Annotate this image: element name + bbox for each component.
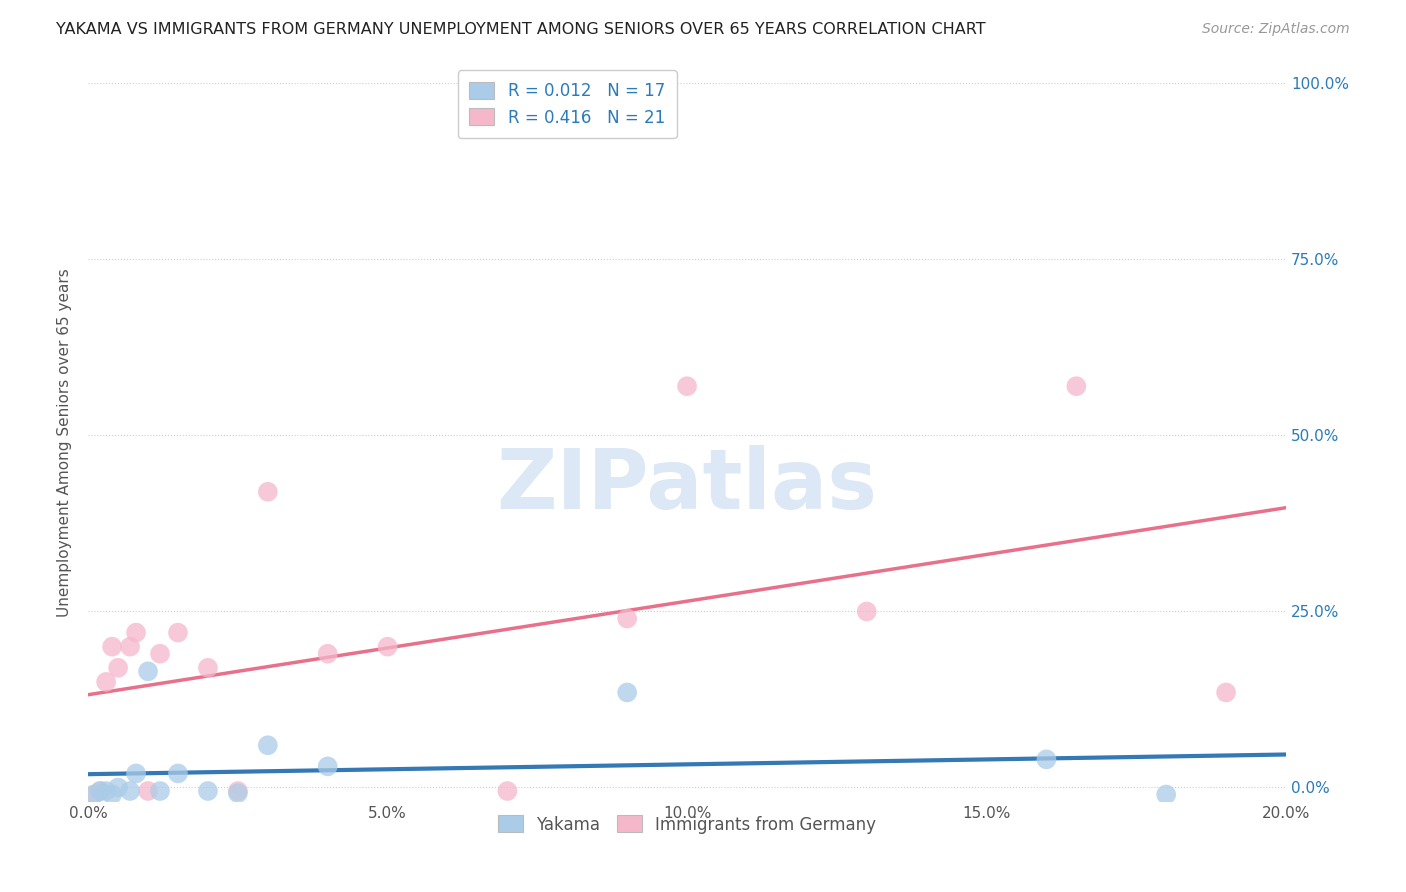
Point [1035,752,1057,766]
Point [120,640,142,654]
Point [1215,685,1237,699]
Point [197,784,219,798]
Point [101,640,124,654]
Text: Source: ZipAtlas.com: Source: ZipAtlas.com [1202,22,1350,37]
Point [149,647,172,661]
Point [616,611,638,625]
Point [855,605,877,619]
Point [101,788,124,802]
Point [136,784,159,798]
Point [83,788,105,802]
Point [256,738,278,752]
Point [120,784,142,798]
Point [107,661,129,675]
Text: ZIPatlas: ZIPatlas [496,445,877,526]
Point [167,766,190,780]
Legend: Yakama, Immigrants from Germany: Yakama, Immigrants from Germany [488,805,886,844]
Point [1066,379,1088,393]
Point [676,379,699,393]
Point [1154,788,1177,802]
Y-axis label: Unemployment Among Seniors over 65 years: Unemployment Among Seniors over 65 years [58,268,72,617]
Point [107,780,129,795]
Point [83,788,105,802]
Point [226,784,249,798]
Point [94,784,117,798]
Point [197,661,219,675]
Point [616,685,638,699]
Point [125,766,148,780]
Point [89,784,111,798]
Text: YAKAMA VS IMMIGRANTS FROM GERMANY UNEMPLOYMENT AMONG SENIORS OVER 65 YEARS CORRE: YAKAMA VS IMMIGRANTS FROM GERMANY UNEMPL… [56,22,986,37]
Point [94,674,117,689]
Point [89,784,111,798]
Point [496,784,519,798]
Point [125,625,148,640]
Point [256,484,278,499]
Point [316,647,339,661]
Point [377,640,399,654]
Point [226,786,249,800]
Point [167,625,190,640]
Point [136,665,159,679]
Point [149,784,172,798]
Point [316,759,339,773]
